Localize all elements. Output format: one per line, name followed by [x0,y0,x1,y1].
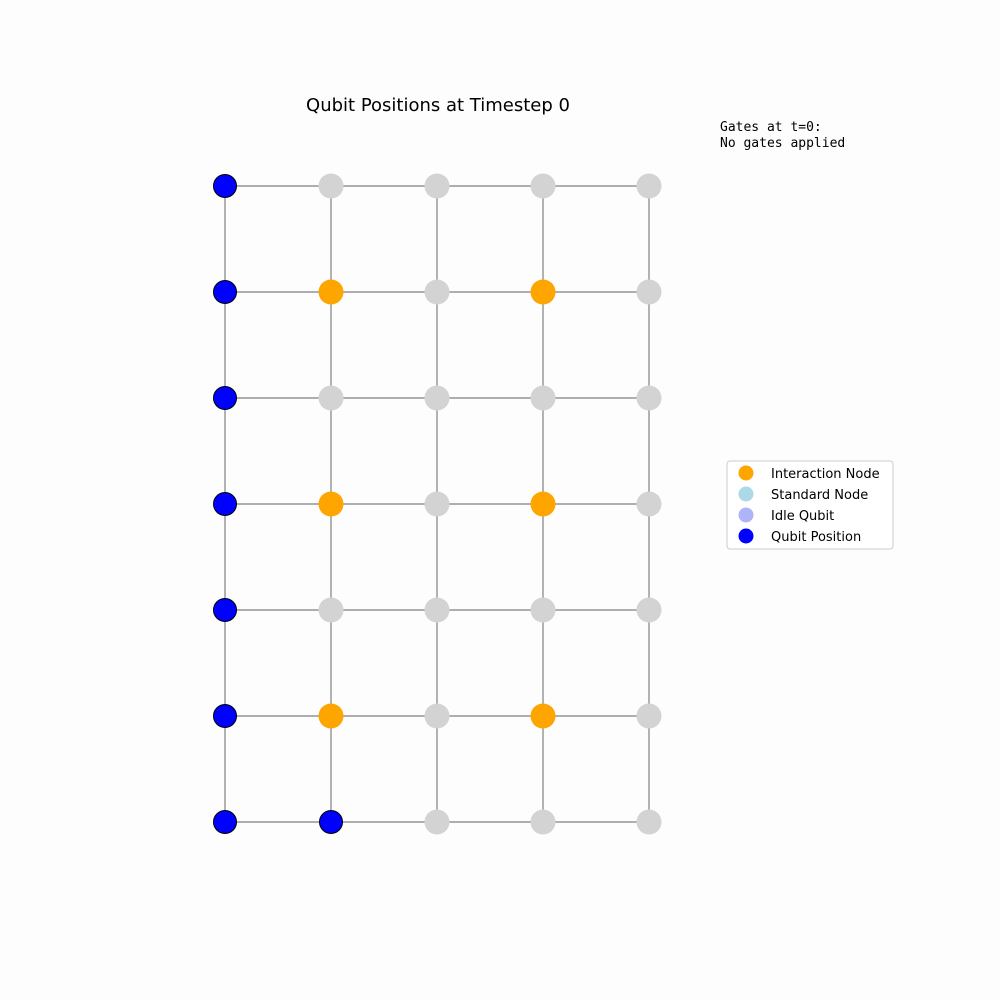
standard-node [636,491,662,517]
legend-label: Standard Node [771,488,868,503]
legend-marker [738,528,754,544]
standard-node [424,279,450,305]
standard-node [636,279,662,305]
legend-marker [738,486,754,502]
qubit-node [213,386,237,410]
interaction-node [318,491,344,517]
standard-node [424,703,450,729]
standard-node [530,809,556,835]
gates-status: No gates applied [720,136,845,151]
standard-node [530,173,556,199]
legend-marker [738,465,754,481]
standard-node [424,173,450,199]
interaction-node [530,703,556,729]
standard-node [636,173,662,199]
figure-title: Qubit Positions at Timestep 0 [306,95,570,116]
standard-node [424,809,450,835]
standard-node [424,385,450,411]
legend-label: Interaction Node [771,467,880,482]
interaction-node [318,703,344,729]
legend-label: Qubit Position [771,530,861,545]
gates-heading: Gates at t=0: [720,120,822,135]
standard-node [530,385,556,411]
qubit-node [213,492,237,516]
standard-node [636,597,662,623]
interaction-node [530,491,556,517]
qubit-node [213,280,237,304]
legend-label: Idle Qubit [771,509,834,524]
qubit-node [213,598,237,622]
legend-box [726,460,894,550]
qubit-node [213,810,237,834]
grid-edges [224,185,650,823]
standard-node [424,597,450,623]
standard-node [424,491,450,517]
standard-node [636,703,662,729]
standard-node [318,597,344,623]
legend-marker [738,507,754,523]
interaction-node [530,279,556,305]
qubit-node [213,174,237,198]
grid-nodes [213,173,662,835]
standard-node [636,385,662,411]
qubit-node [319,810,343,834]
standard-node [530,597,556,623]
standard-node [318,173,344,199]
legend: Interaction Node Standard Node Idle Qubit Q… [726,460,894,550]
qubit-node [213,704,237,728]
standard-node [318,385,344,411]
interaction-node [318,279,344,305]
standard-node [636,809,662,835]
